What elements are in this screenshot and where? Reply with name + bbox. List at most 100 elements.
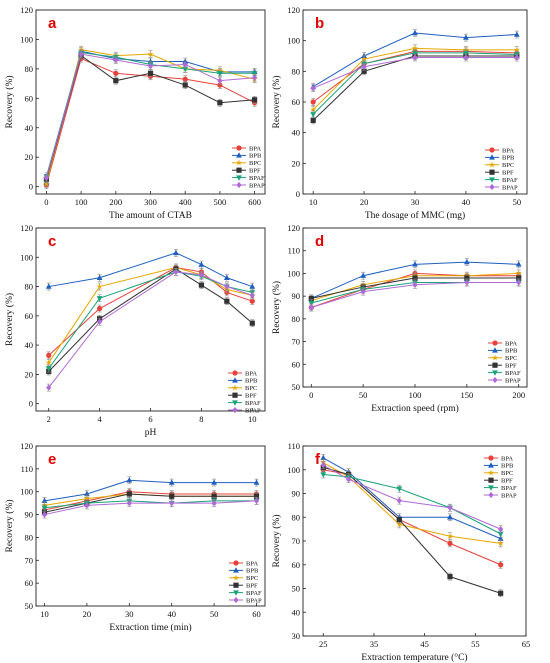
data-point	[308, 295, 314, 302]
y-tick-label: 100	[20, 252, 33, 262]
data-point	[360, 55, 368, 62]
x-axis-label: Extraction speed (rpm)	[371, 403, 459, 414]
series-line	[44, 479, 257, 502]
y-tick-label: 120	[287, 5, 300, 15]
y-tick-label: 40	[292, 607, 301, 617]
y-axis-label: Recovery (%)	[4, 499, 15, 552]
data-point	[84, 502, 90, 509]
x-tick-label: 25	[319, 639, 328, 649]
y-tick-label: 0	[29, 182, 33, 192]
data-point	[97, 318, 103, 325]
y-axis-label: Recovery (%)	[271, 514, 282, 567]
legend-marker	[232, 377, 238, 383]
y-tick-label: 20	[25, 152, 34, 162]
legend-marker	[488, 161, 496, 168]
x-axis-label: Extraction temperature (°C)	[361, 652, 467, 663]
legend-marker	[492, 340, 498, 346]
data-point	[253, 479, 260, 485]
data-point	[514, 54, 520, 61]
data-point	[513, 46, 521, 53]
y-tick-label: 40	[25, 340, 34, 350]
data-point	[182, 82, 188, 88]
x-tick-label: 4	[97, 414, 102, 424]
data-point	[45, 359, 52, 366]
data-point	[43, 180, 50, 187]
data-point	[251, 71, 258, 77]
legend-label: BPAP	[249, 182, 265, 189]
x-tick-label: 0	[309, 390, 313, 400]
series-bpap	[310, 53, 520, 92]
data-point	[497, 539, 504, 547]
x-tick-label: 20	[360, 197, 369, 207]
legend-label: BPA	[505, 340, 517, 347]
y-axis-label: Recovery (%)	[271, 281, 282, 334]
data-point	[45, 366, 52, 372]
panel-b: 0 20 40 60 80 100 120 10 20 30 40 50 The dosage of M…	[271, 5, 528, 221]
data-point	[249, 320, 255, 326]
legend-label: BPF	[501, 478, 513, 485]
legend-marker	[492, 376, 498, 384]
data-point	[216, 71, 223, 77]
data-point	[513, 31, 520, 37]
series-line	[323, 474, 501, 535]
data-point	[249, 283, 256, 289]
data-point	[447, 514, 453, 520]
y-tick-label: 60	[292, 97, 301, 107]
data-point	[224, 283, 230, 290]
x-tick-label: 50	[513, 197, 522, 207]
plot-frame	[35, 227, 266, 412]
legend-label: BPF	[502, 170, 514, 177]
legend-marker	[232, 370, 238, 376]
legend-marker	[233, 567, 239, 573]
panel-a: 0 20 40 60 80 100 120 0 100 200 300 400 500 600 The am…	[4, 5, 266, 221]
series-bpaf	[41, 497, 260, 512]
y-tick-label: 80	[292, 512, 301, 522]
data-point	[249, 298, 255, 304]
legend-label: BPC	[245, 385, 257, 392]
legend-label: BPAF	[502, 177, 518, 184]
data-point	[46, 384, 52, 391]
data-point	[411, 44, 419, 52]
legend-marker	[488, 477, 494, 483]
y-tick-label: 100	[287, 36, 300, 46]
plot-frame	[35, 445, 266, 607]
data-point	[447, 540, 453, 546]
data-point	[497, 531, 504, 538]
legend-marker	[489, 169, 495, 175]
series-line	[44, 500, 257, 516]
legend-marker	[488, 462, 494, 468]
series-bpap	[43, 50, 258, 182]
x-tick-label: 200	[109, 197, 122, 207]
legend-marker	[236, 167, 242, 173]
y-axis-label: Recovery (%)	[4, 75, 15, 128]
data-point	[447, 504, 453, 511]
data-point	[113, 70, 119, 76]
legend-label: BPAP	[246, 597, 262, 604]
data-point	[446, 532, 454, 539]
legend-label: BPAF	[245, 400, 261, 407]
data-point	[46, 352, 52, 358]
data-point	[253, 493, 260, 499]
x-tick-label: 600	[248, 197, 261, 207]
legend-marker	[492, 370, 498, 376]
y-tick-label: 100	[20, 487, 33, 497]
series-bpf	[310, 52, 520, 125]
legend-label: BPAP	[245, 407, 261, 414]
y-axis-label: Recovery (%)	[271, 75, 282, 128]
data-point	[515, 270, 522, 277]
data-point	[217, 82, 223, 88]
panel-letter: c	[48, 233, 56, 250]
x-tick-label: 10	[309, 197, 318, 207]
data-point	[198, 282, 204, 288]
x-axis-label: pH	[145, 428, 157, 438]
legend-label: BPB	[245, 378, 258, 385]
panel-d: 50 60 70 80 90 100 110 120 0 50 100 150 200 Extractio…	[271, 223, 528, 414]
data-point	[45, 283, 52, 289]
legend-marker	[233, 590, 239, 596]
data-point	[310, 99, 316, 105]
y-tick-label: 40	[25, 123, 34, 133]
data-point	[147, 70, 154, 76]
data-point	[310, 112, 317, 118]
